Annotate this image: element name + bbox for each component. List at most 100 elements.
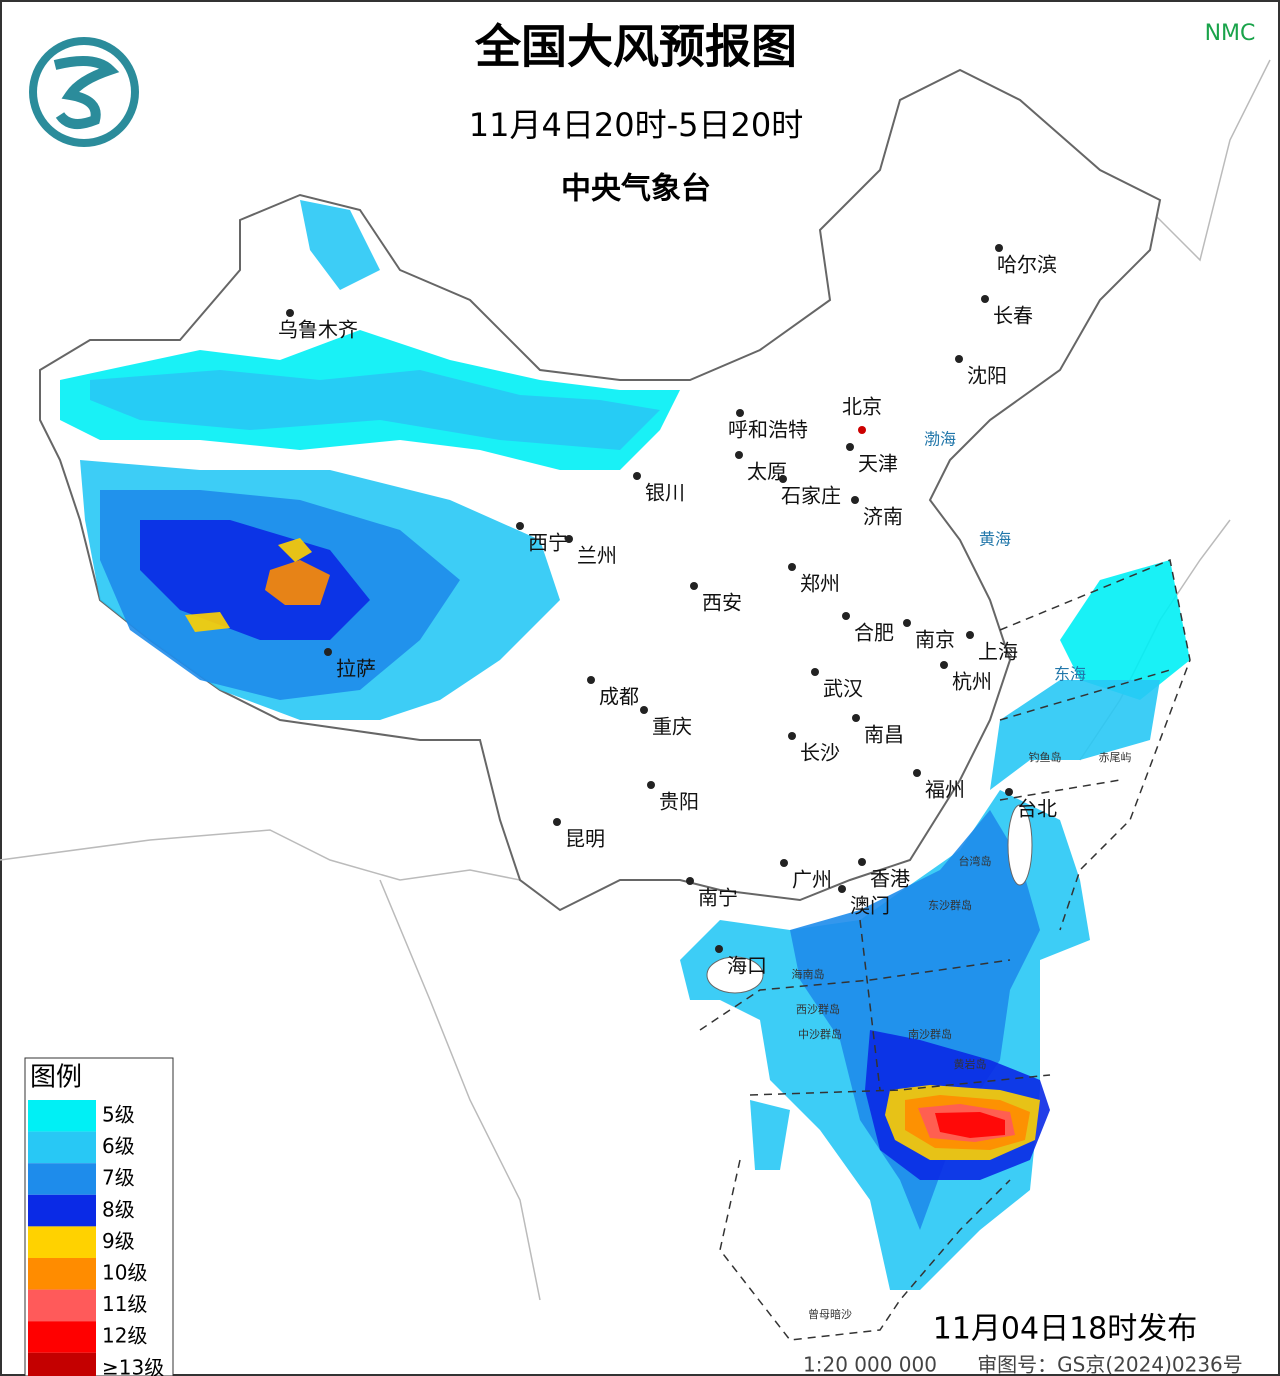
island-label: 曾母暗沙: [808, 1307, 852, 1321]
city-marker: [736, 409, 744, 417]
legend-swatch: [28, 1194, 96, 1227]
city-marker: [587, 676, 595, 684]
city-label: 南京: [915, 628, 955, 652]
city-label: 长春: [993, 304, 1033, 328]
city-marker: [686, 877, 694, 885]
city-label: 长沙: [800, 741, 840, 765]
city-label: 郑州: [800, 572, 840, 596]
city-label: 合肥: [854, 621, 894, 645]
city-marker: [553, 818, 561, 826]
legend-swatch: [28, 1226, 96, 1258]
map-title: 全国大风预报图: [474, 20, 797, 74]
city-marker: [788, 563, 796, 571]
city-label: 南宁: [698, 886, 738, 910]
city-marker: [640, 706, 648, 714]
city-marker: [811, 668, 819, 676]
legend-swatch: [28, 1352, 96, 1376]
legend-swatch: [28, 1321, 96, 1353]
legend-label: 8级: [102, 1197, 135, 1221]
city-label: 哈尔滨: [997, 253, 1057, 277]
wind-zone: [1060, 560, 1190, 700]
island-label: 南沙群岛: [908, 1027, 952, 1041]
wind-zone: [265, 560, 330, 605]
sea-label: 东海: [1054, 665, 1086, 684]
city-label: 银川: [645, 481, 685, 505]
wind-zone: [300, 200, 380, 290]
city-label: 西安: [702, 591, 742, 615]
city-label: 香港: [870, 867, 910, 891]
city-label: 昆明: [565, 827, 605, 851]
city-marker: [780, 859, 788, 867]
city-label: 武汉: [823, 677, 863, 701]
map-scale: 1:20 000 000: [803, 1353, 937, 1376]
wind-zone: [90, 370, 660, 450]
brand: NMC: [1205, 21, 1256, 46]
taiwan-island: [1007, 804, 1033, 886]
map-period: 11月4日20时-5日20时: [469, 106, 803, 144]
map-issuer: 中央气象台: [561, 172, 711, 207]
island-label: 钓鱼岛: [1029, 750, 1062, 764]
island-label: 赤尾屿: [1099, 751, 1132, 764]
city-marker: [286, 309, 294, 317]
city-label: 拉萨: [336, 657, 376, 681]
maritime-boundaries: [699, 558, 1191, 1341]
legend-swatch: [28, 1258, 96, 1290]
wind-zone: [990, 680, 1160, 790]
city-marker: [735, 451, 743, 459]
wind-zone: [278, 538, 312, 562]
sea-label: 黄海: [979, 530, 1011, 549]
city-label: 海口: [727, 954, 767, 978]
city-marker: [633, 472, 641, 480]
city-marker: [846, 443, 854, 451]
legend-label: 10级: [102, 1261, 147, 1285]
city-marker: [838, 885, 846, 893]
city-label: 澳门: [850, 894, 890, 918]
island-label: 中沙群岛: [798, 1027, 842, 1041]
legend-swatch: [28, 1131, 96, 1164]
issue-time: 11月04日18时发布: [933, 1312, 1198, 1347]
legend-label: 12级: [102, 1324, 147, 1348]
city-label: 杭州: [952, 670, 992, 694]
wind-zone: [935, 1112, 1005, 1138]
city-label: 石家庄: [781, 484, 841, 508]
city-label: 济南: [863, 505, 903, 529]
city-marker: [779, 475, 787, 483]
city-label: 上海: [978, 640, 1018, 664]
city-marker: [851, 496, 859, 504]
city-marker: [852, 714, 860, 722]
logo: [29, 37, 139, 147]
approval-number: 审图号：GS京(2024)0236号: [977, 1353, 1243, 1376]
city-marker: [1005, 788, 1013, 796]
island-label: 西沙群岛: [796, 1002, 840, 1016]
city-marker: [903, 619, 911, 627]
city-marker: [647, 781, 655, 789]
city-label: 重庆: [652, 715, 692, 739]
capital-marker: [858, 426, 866, 434]
city-label: 台北: [1017, 797, 1057, 821]
wind-zone: [140, 520, 370, 640]
island-label: 黄岩岛: [954, 1057, 987, 1071]
capital-label: 北京: [842, 395, 882, 419]
city-marker: [565, 535, 573, 543]
city-marker: [516, 522, 524, 530]
city-marker: [842, 612, 850, 620]
legend-label: 5级: [102, 1103, 135, 1127]
city-marker: [981, 295, 989, 303]
wind-zone: [750, 1100, 790, 1170]
city-label: 兰州: [577, 544, 617, 568]
city-marker: [715, 945, 723, 953]
legend-label: 11级: [102, 1292, 147, 1316]
wind-zone: [790, 810, 1040, 1230]
city-label: 贵阳: [659, 790, 699, 814]
city-marker: [858, 858, 866, 866]
city-marker: [913, 769, 921, 777]
city-marker: [690, 582, 698, 590]
city-marker: [966, 631, 974, 639]
hainan-island: [706, 956, 764, 994]
legend-label: 7级: [102, 1166, 135, 1190]
city-marker: [788, 732, 796, 740]
legend-swatch: [28, 1100, 96, 1132]
sea-label: 渤海: [924, 430, 956, 449]
city-marker: [955, 355, 963, 363]
